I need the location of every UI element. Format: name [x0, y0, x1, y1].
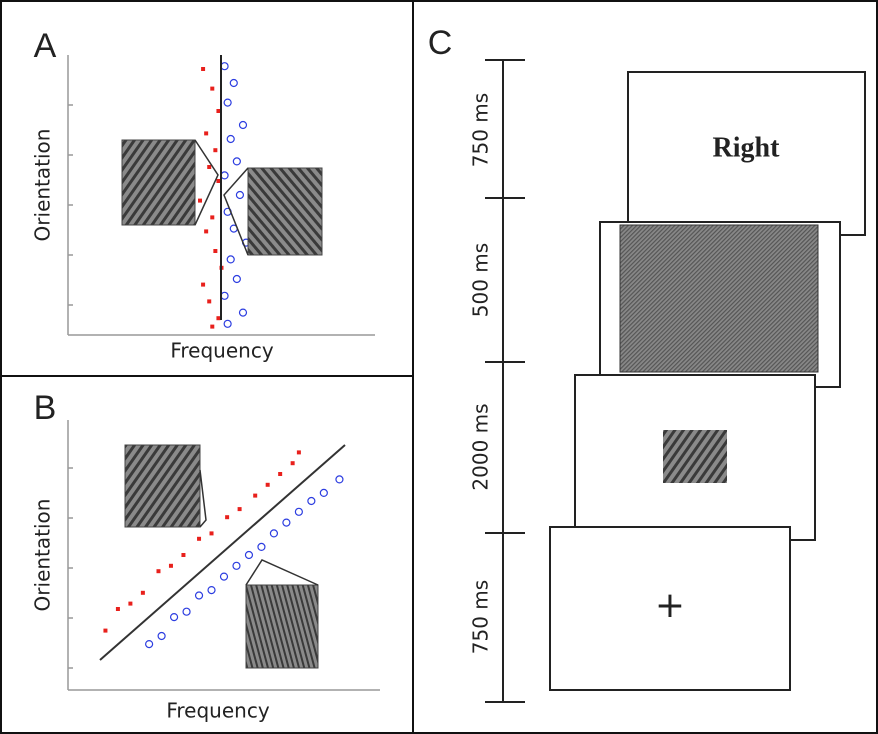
gabor-patch — [247, 167, 323, 256]
red-point — [290, 461, 295, 466]
connector — [245, 559, 319, 586]
red-point — [278, 472, 283, 476]
blue-point — [194, 591, 204, 600]
blue-point — [335, 475, 344, 484]
red-point — [156, 569, 161, 574]
gabor-patch — [663, 430, 727, 483]
blue-point — [294, 507, 303, 516]
response-text: Right — [713, 132, 781, 163]
y-axis-label: Orientation — [31, 129, 55, 242]
red-point — [213, 249, 218, 253]
red-point — [209, 531, 214, 536]
red-point — [216, 316, 221, 321]
gabor-patch — [124, 444, 201, 528]
red-point — [197, 536, 202, 541]
blue-point — [238, 120, 248, 130]
blue-point — [182, 607, 191, 616]
screen — [574, 374, 816, 541]
blue-point — [219, 572, 229, 581]
x-axis-label: Frequency — [166, 699, 269, 723]
y-axis-label: Orientation — [31, 499, 55, 612]
blue-point — [235, 190, 245, 200]
gabor-patch — [245, 584, 319, 669]
red-point — [181, 553, 186, 557]
red-point — [265, 482, 270, 487]
connector — [223, 167, 249, 256]
blue-point — [307, 496, 316, 506]
blue-point — [232, 561, 241, 570]
red-point — [198, 198, 203, 203]
red-point — [296, 450, 301, 455]
blue-point — [223, 319, 232, 328]
red-point — [103, 628, 108, 633]
blue-point — [226, 255, 235, 264]
red-point — [201, 282, 206, 287]
red-point — [201, 67, 206, 71]
red-point — [216, 179, 221, 183]
red-point — [207, 165, 212, 169]
red-point — [168, 563, 173, 568]
panel-label: B — [34, 389, 57, 427]
mask-pattern — [619, 224, 819, 373]
blue-point — [244, 550, 254, 560]
red-point — [253, 493, 258, 498]
blue-point — [282, 518, 291, 527]
duration-label: 2000 ms — [469, 403, 493, 490]
panel-label: A — [34, 27, 57, 65]
panel-label: C — [428, 24, 453, 62]
red-point — [204, 131, 209, 136]
blue-point — [169, 612, 179, 622]
blue-point — [238, 308, 248, 317]
red-point — [210, 215, 215, 220]
blue-point — [232, 157, 241, 166]
blue-point — [232, 274, 241, 284]
x-axis-label: Frequency — [170, 339, 273, 363]
blue-point — [226, 134, 235, 144]
red-point — [115, 607, 120, 611]
red-point — [225, 515, 230, 520]
blue-point — [223, 98, 232, 107]
red-point — [213, 148, 218, 153]
blue-point — [257, 542, 266, 552]
screen — [627, 71, 866, 236]
axes — [67, 55, 375, 336]
duration-label: 750 ms — [469, 93, 493, 167]
red-point — [210, 86, 215, 91]
blue-point — [319, 488, 328, 497]
boundary — [99, 444, 346, 661]
fixation-cross: + — [655, 585, 685, 626]
red-point — [204, 229, 209, 234]
connector — [194, 139, 219, 226]
red-point — [210, 324, 215, 329]
blue-point — [157, 631, 166, 641]
timeline — [485, 59, 525, 703]
blue-point — [207, 585, 216, 595]
duration-label: 750 ms — [469, 580, 493, 654]
connector — [199, 469, 207, 528]
red-point — [140, 590, 145, 595]
axes — [67, 420, 380, 691]
red-point — [216, 109, 221, 113]
red-point — [237, 507, 242, 512]
red-point — [207, 299, 212, 304]
blue-point — [269, 529, 279, 538]
red-point — [128, 601, 133, 606]
blue-point — [229, 78, 238, 88]
blue-point — [145, 639, 154, 649]
duration-label: 500 ms — [469, 243, 493, 317]
gabor-patch — [121, 139, 196, 226]
screen — [549, 526, 791, 691]
